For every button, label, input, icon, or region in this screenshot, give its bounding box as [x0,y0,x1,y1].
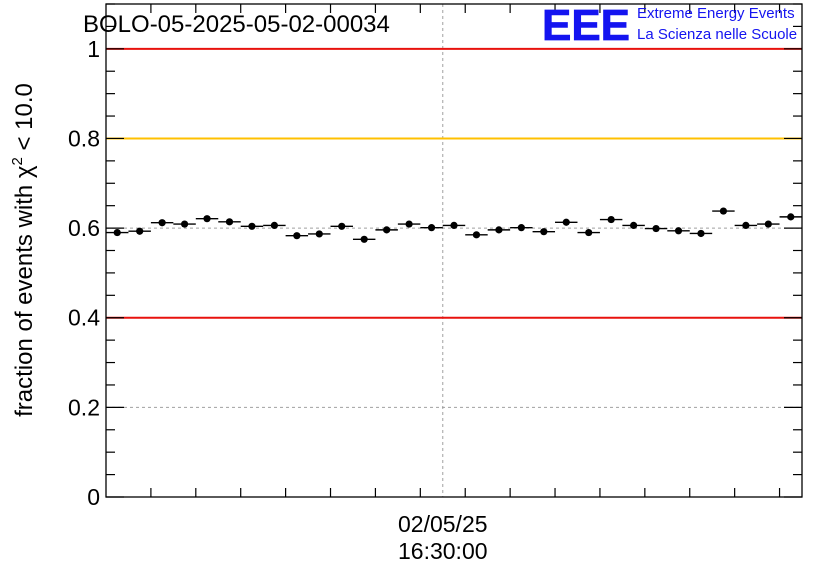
chi-superscript: 2 [9,157,26,165]
y-tick-label: 0.6 [68,215,100,241]
y-tick-label: 0.2 [68,394,100,420]
data-point [787,213,795,221]
data-point [540,228,548,236]
data-layer [106,207,802,243]
data-point [450,221,458,230]
eee-logo-line1: Extreme Energy Events [637,5,795,22]
data-point [585,228,593,237]
data-point [360,235,368,243]
data-point [315,230,323,238]
data-point [517,224,525,232]
y-axis-label-threshold: < 10.0 [11,83,38,157]
data-point [472,231,481,239]
data-point [697,229,705,238]
data-point [630,221,638,230]
data-point [338,222,346,230]
y-tick-label: 1 [87,36,100,62]
y-axis-label-text: fraction of events with [11,178,38,417]
x-tick-label-time: 16:30:00 [398,538,488,564]
chi-symbol: χ [11,165,38,178]
data-point [719,207,728,215]
data-point [764,220,772,228]
reference-lines [106,47,802,319]
eee-logo-mark: EEE [542,1,630,50]
data-point [405,220,413,228]
grid-layer [106,4,802,497]
data-point [607,215,615,224]
plot-frame [105,3,803,498]
eee-logo-line2: La Scienza nelle Scuole [637,26,797,43]
y-tick-label: 0 [87,484,100,510]
data-point [180,220,189,228]
eee-logo: EEE Extreme Energy Events La Scienza nel… [542,1,798,51]
chart-title: BOLO-05-2025-05-02-00034 [83,11,390,38]
data-point [674,227,683,235]
data-point [383,226,391,234]
data-point [427,224,436,232]
data-point [158,219,166,227]
data-point [652,224,660,233]
axis-layer: 00.20.40.60.8102/05/2516:30:0002/05/2516… [68,3,802,564]
y-tick-label: 0.8 [68,125,100,151]
data-point [113,228,121,237]
data-point [562,218,570,226]
data-point [203,215,211,223]
data-point [742,221,750,230]
data-point [270,221,278,230]
data-point [293,232,301,240]
data-point [495,226,503,234]
y-tick-label: 0.4 [68,305,100,331]
data-point [225,218,234,226]
data-point [136,227,144,235]
x-tick-label-date: 02/05/25 [398,511,488,537]
data-point [248,222,256,230]
y-axis-label: fraction of events with χ2 < 10.0 [9,83,38,417]
